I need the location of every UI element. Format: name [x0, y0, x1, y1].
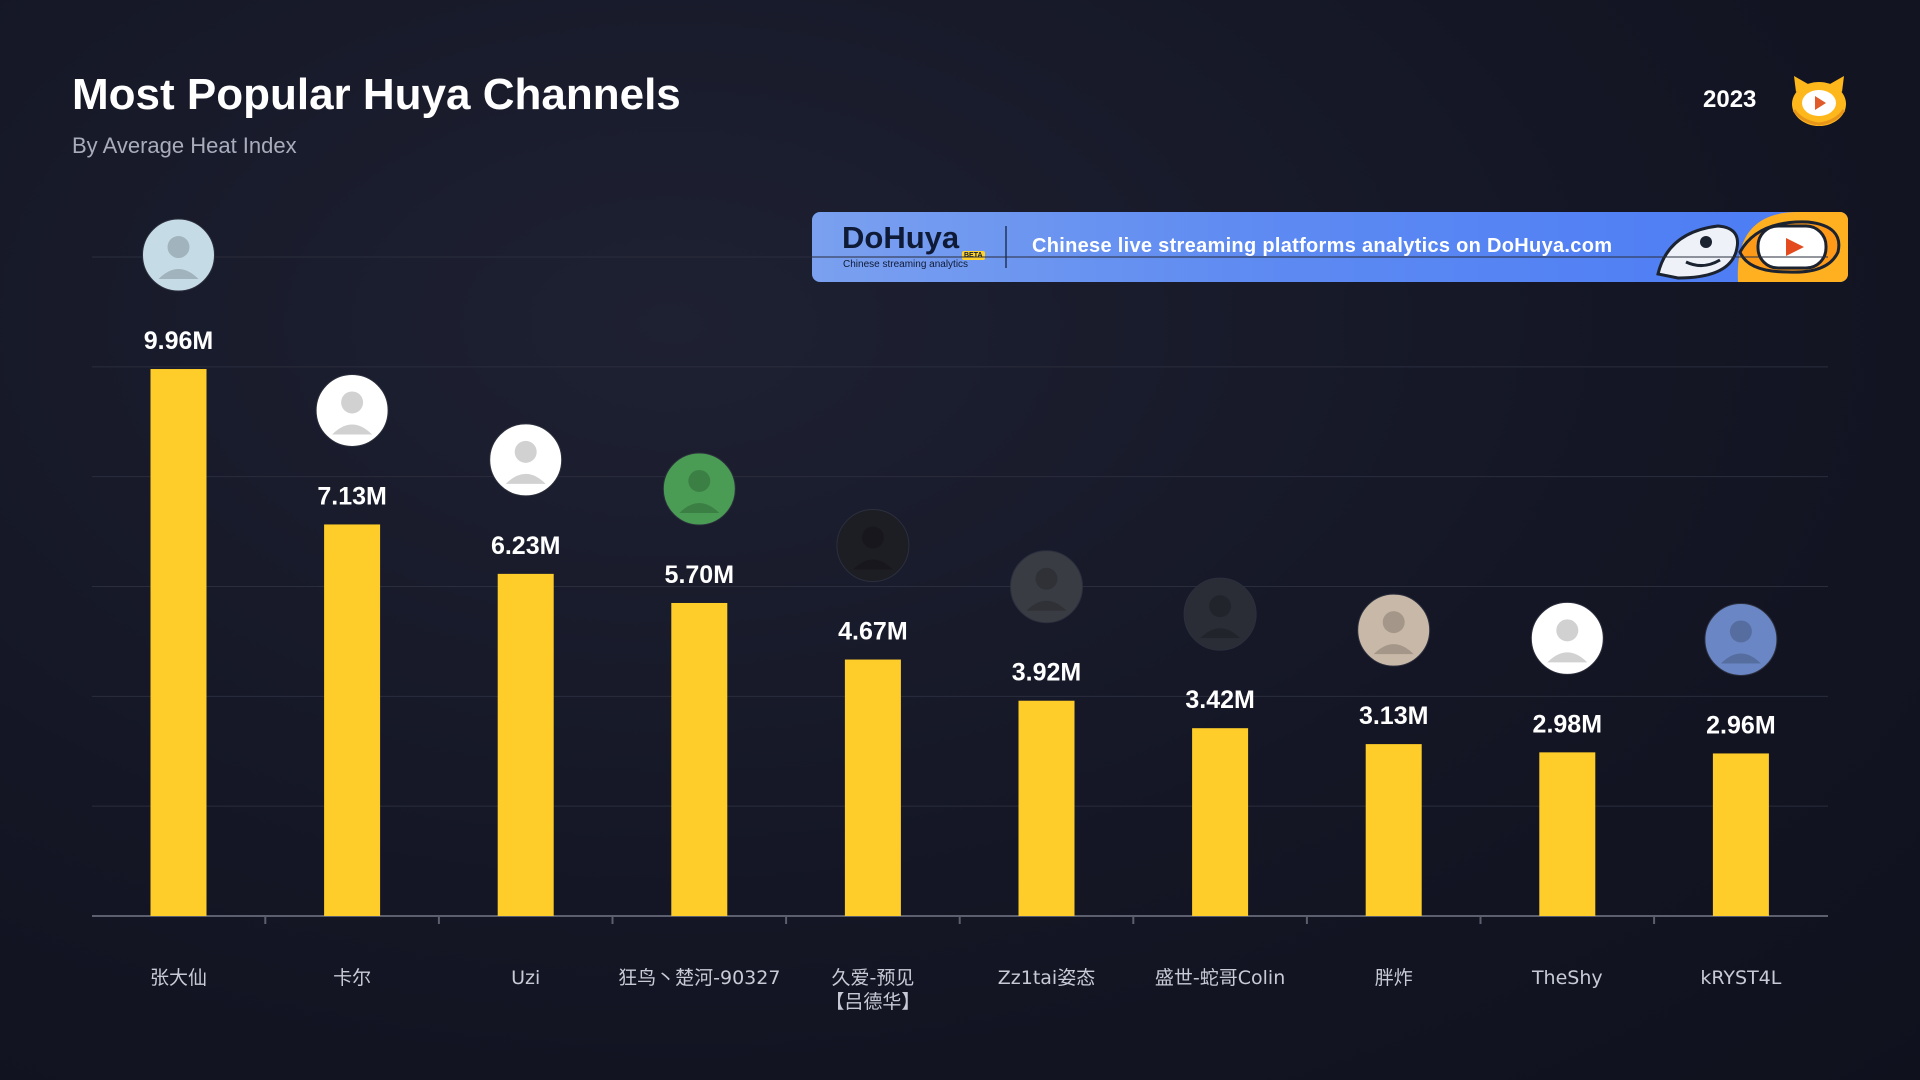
- avatar-head-shape: [1035, 567, 1058, 590]
- avatar-body-shape: [1026, 600, 1067, 611]
- x-tick-label: Uzi: [511, 967, 540, 989]
- avatar-body-shape: [1720, 653, 1761, 664]
- bar-value-label: 3.92M: [1012, 659, 1081, 687]
- avatar-head-shape: [1556, 619, 1579, 642]
- avatar-head-shape: [167, 236, 190, 259]
- uzi-avatar-icon: [489, 423, 563, 497]
- banner-beta-badge: BETA: [962, 251, 985, 260]
- x-tick-label: 盛世-蛇哥Colin: [1155, 967, 1285, 989]
- x-tick-label: kRYST4L: [1700, 967, 1781, 989]
- bar[interactable]: [844, 659, 901, 916]
- x-tick-label: 卡尔: [333, 967, 371, 989]
- kaer-logo-avatar-icon: [315, 373, 389, 447]
- banner-brand: DoHuya: [842, 220, 960, 255]
- bar-value-label: 9.96M: [144, 327, 213, 355]
- colin-avatar-icon: [1183, 577, 1257, 651]
- x-tick-label: 【吕德华】: [825, 991, 920, 1013]
- bar[interactable]: [497, 573, 554, 916]
- bar-value-label: 3.13M: [1359, 702, 1428, 730]
- x-tick-label: 胖炸: [1375, 967, 1413, 989]
- shark-and-tiger-mascot-icon: [1656, 212, 1848, 282]
- avatar-head-shape: [1729, 620, 1752, 643]
- bar[interactable]: [1192, 728, 1249, 916]
- bar[interactable]: [324, 524, 381, 916]
- bar-value-label: 2.98M: [1533, 710, 1602, 738]
- pangzha-avatar-icon: [1357, 593, 1431, 667]
- banner-divider: [1005, 226, 1007, 268]
- bar-value-label: 2.96M: [1706, 711, 1775, 739]
- avatar-body-shape: [505, 473, 546, 484]
- bar[interactable]: [1018, 700, 1075, 916]
- year-label: 2023: [1703, 86, 1757, 113]
- weibo-gaming-avatar-icon: [1530, 601, 1604, 675]
- bar-value-label: 7.13M: [317, 482, 386, 510]
- avatar-body-shape: [158, 269, 199, 280]
- page-subtitle: By Average Heat Index: [72, 133, 297, 158]
- green-monster-avatar-icon: [662, 452, 736, 526]
- x-tick-label: 狂鸟丶楚河-90327: [618, 967, 780, 989]
- avatar-head-shape: [341, 391, 364, 414]
- bar-value-label: 5.70M: [665, 561, 734, 589]
- avatar-body-shape: [332, 424, 373, 435]
- avatar-body-shape: [1200, 628, 1241, 639]
- page-title: Most Popular Huya Channels: [72, 70, 681, 119]
- avatar-head-shape: [1382, 611, 1405, 634]
- jiuai-avatar-icon: [836, 509, 910, 583]
- x-tick-label: TheShy: [1531, 967, 1603, 989]
- bar[interactable]: [1539, 752, 1596, 916]
- banner-tagline: Chinese streaming analytics: [843, 259, 969, 270]
- zz1tai-avatar-icon: [1010, 550, 1083, 624]
- vegeta-avatar-icon: [1704, 602, 1778, 676]
- huya-tiger-logo-icon: [1792, 76, 1846, 126]
- bar-value-label: 3.42M: [1185, 686, 1254, 714]
- bar-value-label: 6.23M: [491, 532, 560, 560]
- bar[interactable]: [150, 369, 207, 916]
- avatar-head-shape: [861, 526, 884, 549]
- avatar-head-shape: [1209, 595, 1232, 618]
- avatar-body-shape: [852, 559, 893, 570]
- avatar-head-shape: [514, 440, 537, 463]
- x-tick-label: 张大仙: [150, 967, 207, 989]
- avatar-head-shape: [688, 469, 711, 492]
- bar[interactable]: [1365, 744, 1422, 916]
- x-tick-label: Zz1tai姿态: [998, 967, 1095, 989]
- banner-text: Chinese live streaming platforms analyti…: [1032, 235, 1613, 257]
- avatar-body-shape: [1547, 652, 1588, 663]
- avatar-body-shape: [679, 502, 720, 513]
- zhang-daxian-avatar-icon: [142, 218, 215, 292]
- avatar-body-shape: [1373, 644, 1414, 655]
- bar[interactable]: [1712, 753, 1769, 916]
- bar-value-label: 4.67M: [838, 618, 907, 646]
- x-tick-label: 久爱-预见: [831, 967, 914, 989]
- bar[interactable]: [671, 602, 728, 916]
- dohuya-banner[interactable]: DoHuya BETA Chinese streaming analytics …: [812, 212, 1848, 282]
